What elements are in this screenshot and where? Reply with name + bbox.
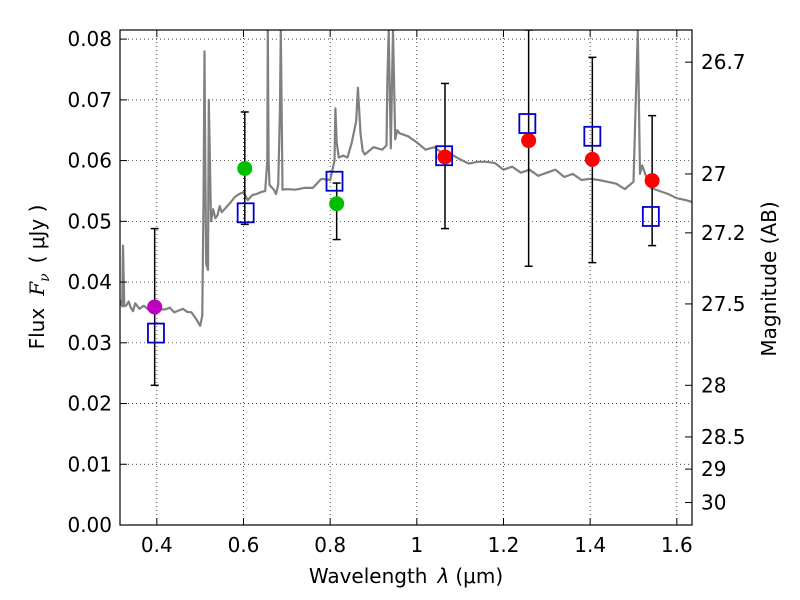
y-tick-label: 0.04 bbox=[67, 270, 112, 294]
model-spectrum-layer bbox=[120, 30, 692, 327]
model-point bbox=[236, 202, 255, 224]
model-point bbox=[435, 145, 454, 167]
x-axis-unit: (μm) bbox=[455, 564, 503, 588]
y2-tick-label: 26.7 bbox=[701, 50, 746, 74]
y-axis-flux-subscript: ν bbox=[37, 273, 53, 282]
model-point bbox=[641, 206, 660, 227]
axis-ticks: 0.4 0.6 0.8 1 1.2 1.4 1.6 0.00 0.01 0.02 0.03 0.04 0… bbox=[67, 27, 745, 557]
y2-tick-label: 30 bbox=[701, 491, 726, 515]
observed-points bbox=[147, 133, 660, 315]
observed-point bbox=[237, 160, 253, 176]
observed-point bbox=[147, 299, 163, 315]
observed-point bbox=[521, 133, 537, 149]
observed-point bbox=[437, 149, 453, 165]
y-tick-label: 0.08 bbox=[67, 27, 112, 51]
y2-axis-label: Magnitude (AB) bbox=[757, 201, 781, 356]
model-point bbox=[583, 125, 602, 147]
x-tick-label: 1.6 bbox=[661, 533, 693, 557]
x-tick-label: 0.6 bbox=[228, 533, 260, 557]
y-tick-label: 0.03 bbox=[67, 331, 112, 355]
observed-point bbox=[329, 196, 345, 212]
y-axis-label-text: Flux bbox=[25, 308, 49, 350]
model-point bbox=[518, 113, 537, 134]
plot-background bbox=[120, 30, 692, 525]
y-tick-label: 0.06 bbox=[67, 149, 112, 173]
model-points bbox=[147, 113, 660, 344]
plot-frame bbox=[119, 29, 693, 526]
x-tick-label: 1.2 bbox=[488, 533, 520, 557]
y-tick-label: 0.05 bbox=[67, 209, 112, 233]
x-tick-label: 1.4 bbox=[574, 533, 606, 557]
x-axis-label-text: Wavelength bbox=[309, 564, 428, 588]
y2-tick-label: 27.2 bbox=[701, 221, 746, 245]
y2-tick-label: 27 bbox=[701, 162, 726, 186]
y-axis-label: Flux Fν ( μJy ) bbox=[25, 205, 53, 350]
observed-point bbox=[584, 151, 600, 167]
y-axis-unit: ( μJy ) bbox=[25, 205, 49, 264]
spectrum-line bbox=[120, 30, 692, 327]
y2-tick-label: 29 bbox=[701, 457, 726, 481]
observed-point bbox=[644, 173, 660, 189]
y-tick-label: 0.02 bbox=[67, 392, 112, 416]
x-axis-lambda-symbol: λ bbox=[437, 564, 450, 588]
x-tick-label: 0.4 bbox=[141, 533, 173, 557]
x-tick-label: 0.8 bbox=[314, 533, 346, 557]
y2-tick-label: 28 bbox=[701, 373, 726, 397]
x-axis-label: Wavelength λ (μm) bbox=[309, 564, 503, 588]
y-axis-flux-symbol: F bbox=[25, 281, 49, 297]
y2-tick-label: 27.5 bbox=[701, 292, 746, 316]
y-tick-label: 0.01 bbox=[67, 452, 112, 476]
y-tick-label: 0.00 bbox=[67, 513, 112, 537]
model-point bbox=[147, 322, 165, 344]
model-point bbox=[325, 170, 344, 192]
x-tick-label: 1 bbox=[410, 533, 423, 557]
y-tick-label: 0.07 bbox=[67, 88, 112, 112]
y2-tick-label: 28.5 bbox=[701, 425, 746, 449]
